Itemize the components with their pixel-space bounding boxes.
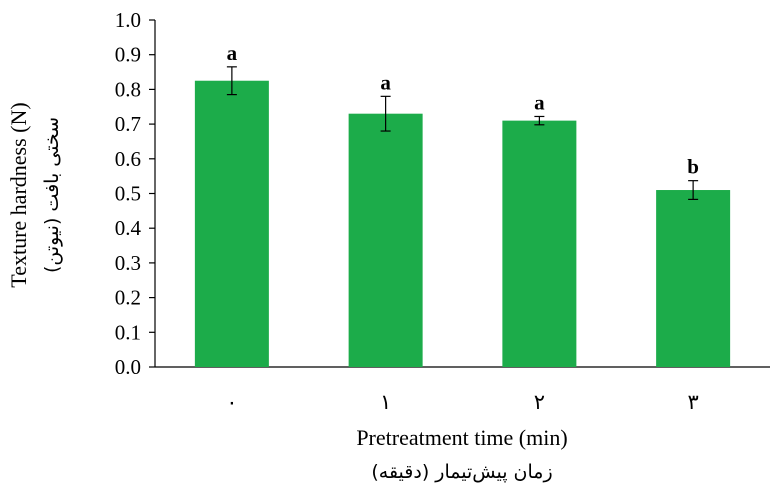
y-axis-title-fa: سختی بافت (نیوتن)	[41, 117, 63, 273]
bar	[348, 113, 423, 367]
y-tick-label: 0.7	[115, 112, 141, 136]
y-tick-label: 0.4	[115, 216, 142, 240]
bar	[194, 80, 269, 367]
y-axis: 0.0 0.1 0.2 0.3 0.4 0.5 0.6 0.7 0.8 0.9 1.0	[115, 8, 156, 379]
significance-label: a	[227, 41, 238, 65]
y-tick-label: 0.5	[115, 182, 141, 206]
x-tick-label: ٢	[534, 390, 545, 414]
labels: a a a b	[227, 41, 699, 179]
significance-label: a	[534, 90, 545, 114]
x-axis: ٠ ١ ٢ ٣	[155, 366, 770, 414]
x-axis-title: Pretreatment time (min)	[356, 425, 567, 450]
y-tick-label: 0.9	[115, 43, 141, 67]
y-tick-label: 0.3	[115, 251, 141, 275]
y-tick-label: 0.0	[115, 355, 141, 379]
x-axis-title-fa: زمان پیش‌تیمار (دقیقه)	[371, 461, 552, 483]
y-tick-label: 0.1	[115, 320, 141, 344]
significance-label: b	[687, 155, 699, 179]
significance-label: a	[380, 70, 391, 94]
y-axis-title: Texture hardness (N)	[6, 102, 31, 287]
x-tick-label: ١	[380, 390, 391, 414]
bar	[502, 120, 577, 367]
y-tick-label: 1.0	[115, 8, 141, 32]
y-tick-label: 0.8	[115, 77, 141, 101]
y-tick-label: 0.2	[115, 286, 141, 310]
y-tick-label: 0.6	[115, 147, 141, 171]
x-tick-label: ٠	[226, 390, 237, 414]
bar	[656, 190, 731, 367]
x-tick-label: ٣	[687, 390, 698, 414]
bars	[194, 66, 731, 367]
